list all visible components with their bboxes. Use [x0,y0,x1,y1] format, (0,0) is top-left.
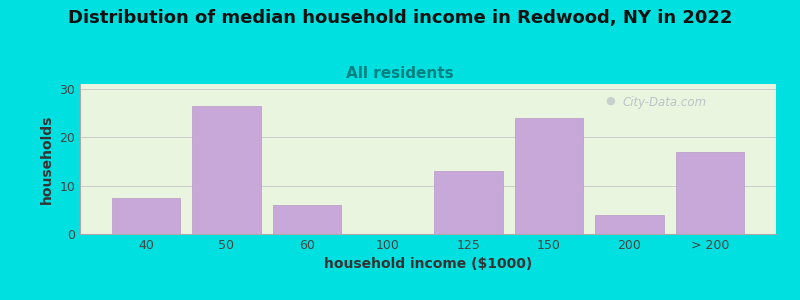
Text: Distribution of median household income in Redwood, NY in 2022: Distribution of median household income … [68,9,732,27]
Bar [273,205,342,234]
Text: ●: ● [606,96,615,106]
X-axis label: household income ($1000): household income ($1000) [324,257,532,272]
Text: All residents: All residents [346,66,454,81]
Bar [112,198,180,234]
Text: City-Data.com: City-Data.com [623,96,707,109]
Bar [595,214,664,234]
Bar [192,106,261,234]
Bar [676,152,744,234]
Y-axis label: households: households [40,114,54,204]
Bar [514,118,583,234]
Bar [434,171,502,234]
